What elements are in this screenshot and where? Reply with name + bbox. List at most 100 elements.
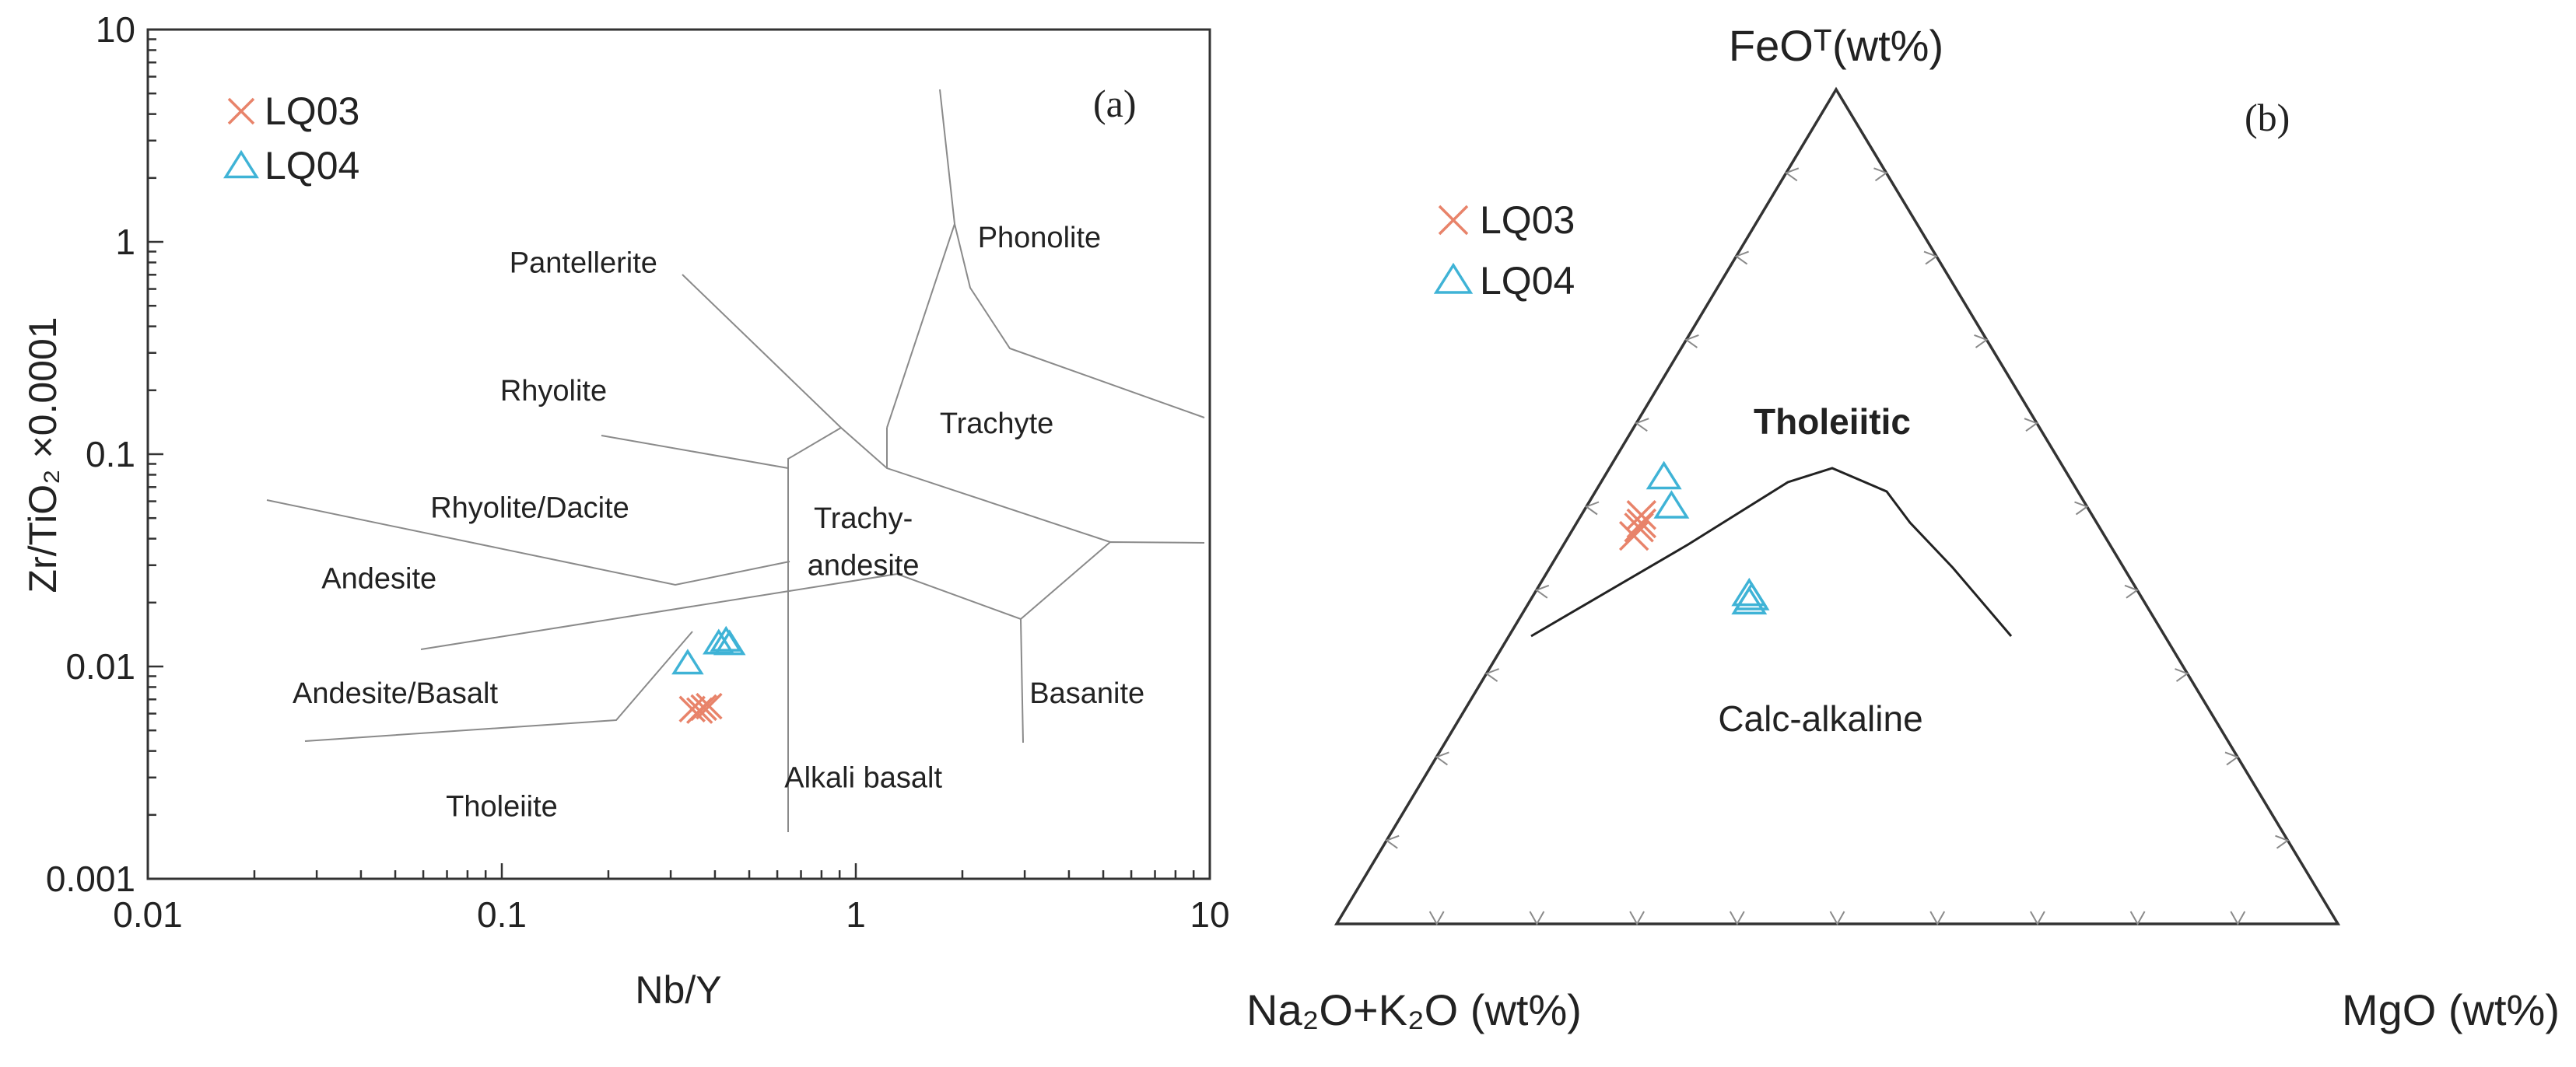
- tick: [1729, 911, 1745, 926]
- field-label: Andesite/Basalt: [293, 677, 498, 710]
- x-tick-label: 0.01: [113, 894, 183, 935]
- tick: [1923, 250, 1939, 265]
- tick: [1385, 834, 1400, 849]
- point-lq03: [1624, 513, 1654, 543]
- tick: [2024, 418, 2039, 432]
- field-label: Andesite: [321, 563, 436, 596]
- legend-marker-lq03: [227, 97, 255, 125]
- tick: [2175, 668, 2189, 682]
- point-lq03: [696, 692, 723, 720]
- axis-ticks: [146, 28, 1211, 880]
- legend: LQ03 LQ04: [223, 89, 359, 187]
- tick: [2030, 911, 2045, 926]
- tick: [1734, 250, 1749, 265]
- y-tick-label: 10: [96, 9, 135, 50]
- field-boundaries: [266, 89, 1205, 832]
- y-tick-label: 0.001: [46, 859, 135, 899]
- tick: [2275, 834, 2290, 849]
- tick: [1584, 501, 1600, 516]
- point-lq03-stroke-2: [690, 694, 717, 722]
- legend-marker-lq04: [1433, 262, 1474, 294]
- point-lq03-stroke-2: [1624, 513, 1654, 543]
- panel-b-ternary-plot: Tholeiitic Calc-alkaline FeOᵀ(wt%) Na₂O+…: [1246, 21, 2560, 1034]
- tick: [1929, 911, 1946, 926]
- point-lq03-stroke-2: [1626, 499, 1657, 530]
- tick: [1784, 167, 1800, 182]
- tick: [1629, 911, 1645, 926]
- y-axis-label: Zr/TiO₂ ×0.0001: [21, 317, 65, 593]
- y-tick-label: 0.1: [86, 434, 135, 474]
- field-labels: Pantellerite Phonolite Rhyolite Trachyte Rhy…: [293, 222, 1144, 823]
- y-tick-label: 1: [115, 222, 135, 262]
- tick: [2074, 501, 2089, 516]
- boundary-basanite: [1020, 618, 1024, 743]
- legend-marker-shape: [1433, 262, 1474, 294]
- vertex-label-right: MgO (wt%): [2342, 985, 2560, 1034]
- field-label: Basanite: [1029, 677, 1144, 710]
- x-tick-label: 1: [846, 894, 866, 935]
- point-lq04: [1731, 577, 1768, 607]
- point-lq03: [1626, 499, 1657, 530]
- field-label: Alkali basalt: [784, 762, 942, 795]
- tick: [2230, 911, 2246, 926]
- legend-marker-shape-stroke-2: [1438, 205, 1469, 236]
- legend-marker-shape: [223, 149, 259, 179]
- tick: [1534, 584, 1550, 599]
- tick: [2124, 584, 2140, 599]
- field-label: Trachy-: [814, 502, 913, 535]
- field-label: Trachyte: [940, 408, 1053, 440]
- boundary-rhyolite-dacite-andesite: [266, 499, 790, 586]
- field-label: Pantellerite: [510, 247, 657, 279]
- tick: [1829, 911, 1845, 926]
- tick: [1428, 911, 1445, 926]
- legend-label-lq04: LQ04: [1480, 259, 1575, 303]
- field-label: Rhyolite/Dacite: [430, 492, 629, 525]
- point-lq04: [1645, 460, 1682, 490]
- boundary-rhyolite: [601, 435, 789, 469]
- panel-letter-a: (a): [1093, 82, 1137, 125]
- legend-label-lq03: LQ03: [265, 89, 359, 133]
- tick: [1529, 911, 1545, 926]
- tholeiitic-calc-alkaline-boundary: [1530, 467, 2013, 638]
- point-lq04: [713, 629, 746, 656]
- point-lq04: [1731, 586, 1768, 615]
- tick: [1684, 334, 1699, 348]
- x-tick-label: 0.1: [477, 894, 527, 935]
- tick: [1873, 167, 1888, 182]
- tick: [1635, 418, 1649, 432]
- tick: [2224, 751, 2240, 766]
- legend-marker-lq04: [223, 149, 259, 179]
- point-lq03-stroke-2: [678, 695, 706, 723]
- point-lq03: [678, 695, 706, 723]
- legend-marker-shape: [227, 97, 255, 125]
- field-label-tholeiitic: Tholeiitic: [1754, 401, 1911, 442]
- vertex-label-left: Na₂O+K₂O (wt%): [1246, 985, 1582, 1034]
- data-points: [1618, 460, 1770, 615]
- point-lq04: [1653, 490, 1690, 519]
- ternary-ticks: [1385, 167, 2290, 926]
- y-tick-label: 0.01: [65, 646, 135, 687]
- boundary-pantellerite: [682, 274, 842, 429]
- x-tick-label: 10: [1190, 894, 1229, 935]
- legend: LQ03 LQ04: [1433, 198, 1575, 303]
- data-points: [671, 625, 746, 724]
- tick: [1435, 751, 1449, 766]
- boundary-phonolite: [939, 89, 955, 225]
- tick: [1974, 334, 1989, 348]
- x-axis-label: Nb/Y: [635, 968, 721, 1012]
- legend-marker-shape: [1438, 205, 1469, 236]
- field-label: Rhyolite: [500, 375, 607, 408]
- vertex-label-top: FeOᵀ(wt%): [1729, 21, 1943, 70]
- field-label: Tholeiite: [446, 791, 558, 824]
- legend-marker-lq03: [1438, 205, 1469, 236]
- point-lq04: [671, 649, 704, 675]
- panel-letter-b: (b): [2245, 96, 2290, 139]
- boundary-tholeiite: [304, 631, 693, 742]
- legend-label-lq03: LQ03: [1480, 198, 1575, 242]
- tick: [1484, 668, 1499, 682]
- field-label-calc-alkaline: Calc-alkaline: [1718, 698, 1922, 739]
- legend-marker-shape-stroke-2: [227, 97, 255, 125]
